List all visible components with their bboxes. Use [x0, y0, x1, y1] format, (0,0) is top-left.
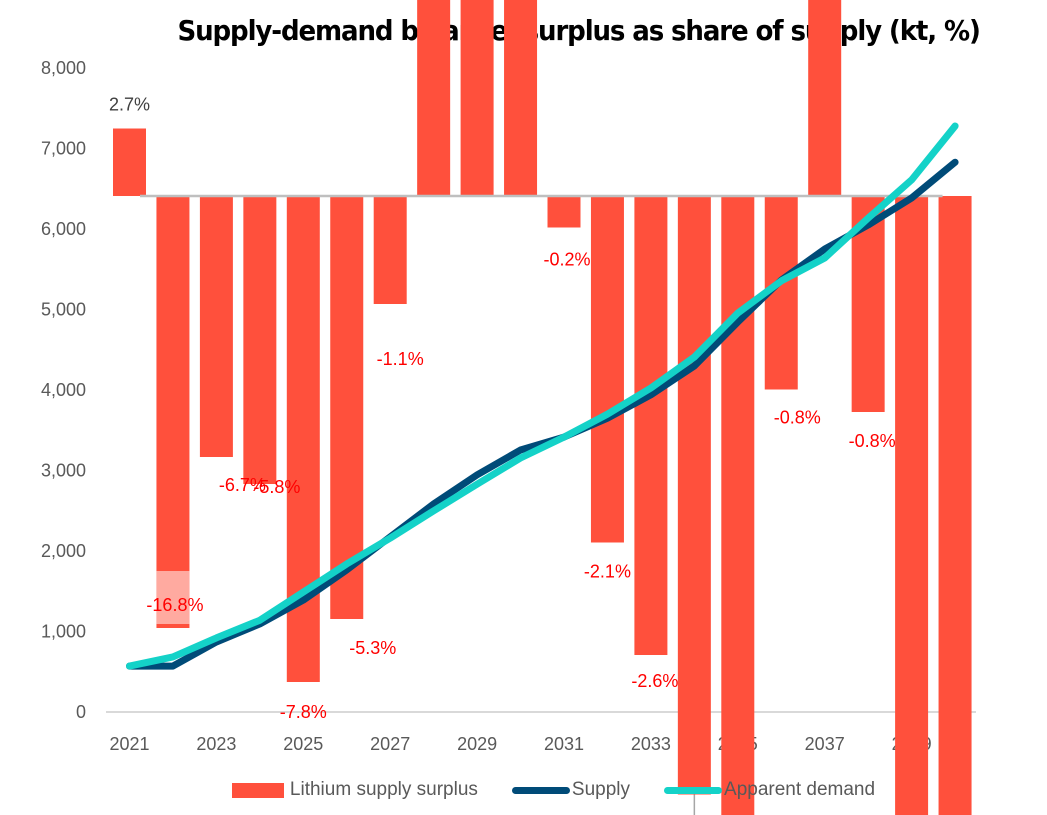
surplus-data-label: -2.1%	[584, 562, 631, 582]
legend-label-surplus: Lithium supply surplus	[289, 779, 478, 800]
legend-label-demand: Apparent demand	[724, 779, 876, 800]
surplus-data-label: 2.7%	[109, 95, 150, 115]
surplus-data-label: -0.8%	[849, 431, 896, 451]
x-tick-label: 2033	[631, 734, 671, 754]
legend-item-demand: Apparent demand	[664, 779, 875, 801]
surplus-data-label: -6.7%	[219, 475, 266, 495]
surplus-bar	[373, 196, 407, 304]
surplus-bars	[113, 0, 972, 815]
surplus-bar	[113, 128, 146, 196]
legend-item-surplus: Lithium supply surplus	[231, 779, 478, 801]
supply-line	[126, 158, 959, 670]
y-tick-label: 6,000	[41, 219, 86, 239]
surplus-bar	[243, 196, 277, 484]
surplus-data-label: -16.8%	[146, 595, 203, 615]
surplus-data-label: -5.8%	[253, 477, 300, 497]
x-tick-label: 2037	[805, 734, 845, 754]
y-tick-label: 1,000	[41, 622, 86, 642]
legend: Lithium supply surplus Supply Apparent d…	[0, 779, 1047, 801]
surplus-data-label: -5.3%	[349, 638, 396, 658]
x-tick-label: 2029	[457, 734, 497, 754]
legend-swatch-supply	[511, 786, 570, 794]
legend-label-supply: Supply	[571, 779, 631, 800]
surplus-bar	[721, 196, 755, 815]
legend-swatch-demand	[664, 786, 723, 794]
apparent-demand-line	[126, 122, 959, 670]
surplus-bar	[634, 196, 668, 655]
y-tick-label: 4,000	[41, 380, 86, 400]
surplus-bar	[156, 196, 190, 628]
y-tick-label: 8,000	[41, 58, 86, 78]
y-tick-label: 3,000	[41, 461, 86, 481]
y-tick-label: 7,000	[41, 139, 86, 159]
surplus-bar	[460, 0, 494, 196]
surplus-data-labels: 2.7%-16.8%-6.7%-5.8%-7.8%-5.3%-1.1%1.9%3…	[109, 95, 896, 815]
legend-swatch-surplus	[231, 782, 284, 798]
surplus-bar	[590, 196, 624, 543]
surplus-bar	[330, 196, 364, 619]
y-tick-label: 5,000	[41, 300, 86, 320]
data-label-highlight	[156, 571, 190, 624]
surplus-data-label: -0.2%	[543, 250, 590, 270]
x-tick-label: 2031	[544, 734, 584, 754]
surplus-bar	[417, 0, 451, 196]
y-tick-label: 0	[76, 702, 86, 722]
y-axis: 0 1,000 2,000 3,000 4,000 5,000 6,000 7,000 8,00…	[41, 58, 86, 722]
line-series	[126, 122, 959, 670]
x-tick-label: 2027	[370, 734, 410, 754]
surplus-bar	[677, 196, 711, 795]
surplus-bar	[199, 196, 233, 457]
surplus-data-label: -0.8%	[774, 408, 821, 428]
surplus-data-label: -2.6%	[631, 671, 678, 691]
surplus-bar	[808, 0, 842, 196]
surplus-bar	[504, 0, 538, 196]
surplus-bar	[938, 196, 972, 815]
chart-title: Supply-demand balance, surplus as share …	[177, 14, 980, 47]
x-tick-label: 2021	[109, 734, 149, 754]
surplus-data-label: -1.1%	[377, 349, 424, 369]
legend-item-supply: Supply	[511, 779, 631, 801]
x-axis: 2021202320252027202920312033203520372039	[109, 734, 931, 754]
y-tick-label: 2,000	[41, 541, 86, 561]
x-tick-label: 2025	[283, 734, 323, 754]
surplus-bar	[547, 196, 581, 228]
surplus-data-label: -7.8%	[280, 702, 327, 722]
surplus-bar	[895, 196, 929, 815]
x-tick-label: 2023	[196, 734, 236, 754]
